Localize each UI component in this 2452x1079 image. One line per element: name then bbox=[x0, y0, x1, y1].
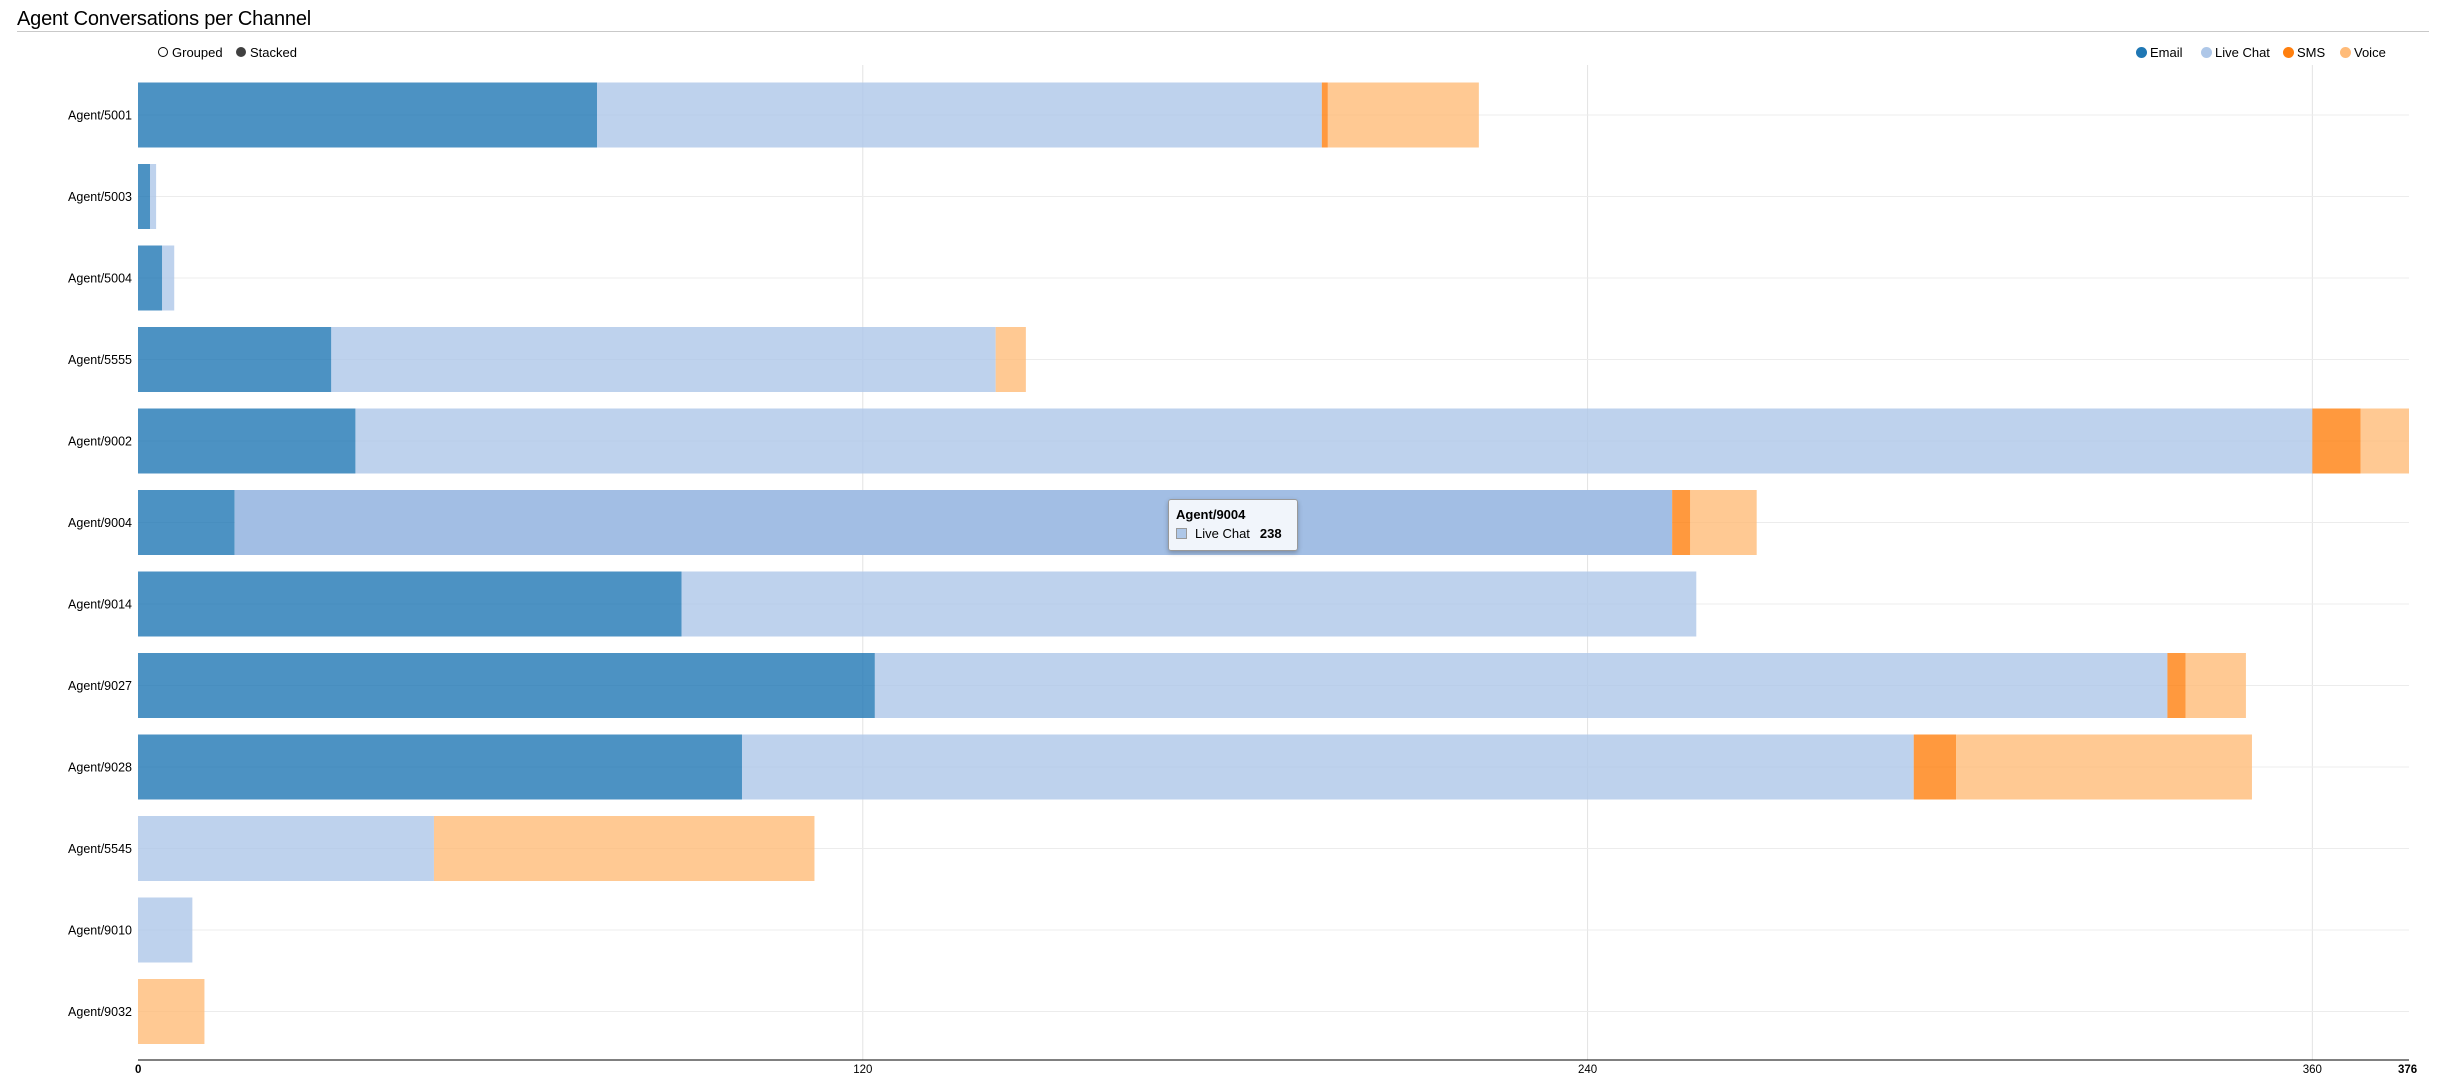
stacked-radio-label: Stacked bbox=[250, 44, 297, 60]
grouped-radio-circle-icon bbox=[158, 47, 168, 57]
bar-segment-live-chat[interactable] bbox=[138, 897, 193, 963]
bar-segment-live-chat[interactable] bbox=[234, 490, 1673, 555]
x-tick-label: 376 bbox=[2398, 1064, 2417, 1076]
bar-segment-voice[interactable] bbox=[2360, 408, 2409, 474]
x-tick-label: 120 bbox=[853, 1064, 872, 1076]
bar-segment-voice[interactable] bbox=[1690, 490, 1757, 555]
chart-title: Agent Conversations per Channel bbox=[17, 8, 311, 30]
bar-segment-sms[interactable] bbox=[1672, 490, 1691, 555]
legend-voice-label: Voice bbox=[2354, 44, 2386, 60]
bar-segment-voice[interactable] bbox=[1327, 82, 1479, 148]
tooltip-value: 238 bbox=[1259, 526, 1282, 541]
bar-segment-live-chat[interactable] bbox=[150, 164, 157, 229]
legend-sms-label: SMS bbox=[2297, 44, 2326, 60]
bar-segment-sms[interactable] bbox=[1913, 734, 1957, 800]
bar-segment-email[interactable] bbox=[138, 408, 356, 474]
y-tick-label: Agent/5545 bbox=[68, 842, 132, 856]
y-tick-label: Agent/9002 bbox=[68, 435, 132, 449]
y-tick-label: Agent/9027 bbox=[68, 679, 132, 693]
y-tick-label: Agent/9028 bbox=[68, 761, 132, 775]
y-tick-label: Agent/9010 bbox=[68, 924, 132, 938]
legend-item-sms[interactable]: SMS bbox=[2283, 44, 2325, 60]
legend-sms-dot-icon bbox=[2283, 46, 2294, 58]
legend-item-voice[interactable]: Voice bbox=[2340, 44, 2386, 60]
bar-segment-email[interactable] bbox=[138, 164, 151, 229]
y-tick-label: Agent/5555 bbox=[68, 353, 132, 367]
y-tick-label: Agent/5003 bbox=[68, 190, 132, 204]
legend-voice-dot-icon bbox=[2340, 46, 2351, 58]
y-tick-label: Agent/9014 bbox=[68, 598, 132, 612]
bar-segment-live-chat[interactable] bbox=[138, 816, 434, 881]
legend-email-dot-icon bbox=[2136, 46, 2147, 58]
grouped-radio[interactable]: Grouped bbox=[158, 44, 223, 60]
bar-segment-email[interactable] bbox=[138, 327, 332, 392]
bar-segment-live-chat[interactable] bbox=[331, 327, 996, 392]
bar-segment-live-chat[interactable] bbox=[597, 82, 1322, 148]
bar-segment-voice[interactable] bbox=[138, 979, 205, 1044]
y-tick-label: Agent/5001 bbox=[68, 109, 132, 123]
x-tick-label: 360 bbox=[2303, 1064, 2322, 1076]
legend-live-chat-label: Live Chat bbox=[2215, 44, 2270, 60]
y-tick-label: Agent/5004 bbox=[68, 272, 132, 286]
bar-segment-voice[interactable] bbox=[1956, 734, 2252, 800]
bar-segment-email[interactable] bbox=[138, 490, 235, 555]
bar-segment-live-chat[interactable] bbox=[681, 571, 1697, 637]
bar-segment-live-chat[interactable] bbox=[874, 653, 2168, 718]
bar-segment-live-chat[interactable] bbox=[162, 245, 175, 311]
x-tick-label: 240 bbox=[1578, 1064, 1597, 1076]
bar-segment-sms[interactable] bbox=[1321, 82, 1328, 148]
bar-segment-voice[interactable] bbox=[433, 816, 815, 881]
x-tick-label: 0 bbox=[135, 1064, 141, 1076]
tooltip-series: Live Chat bbox=[1195, 526, 1250, 541]
bar-segment-live-chat[interactable] bbox=[355, 408, 2313, 474]
bar-segment-email[interactable] bbox=[138, 734, 742, 800]
bar-segment-sms[interactable] bbox=[2312, 408, 2361, 474]
bar-segment-email[interactable] bbox=[138, 571, 682, 637]
stacked-radio[interactable]: Stacked bbox=[236, 44, 297, 60]
tooltip-swatch bbox=[1176, 528, 1187, 539]
title-divider bbox=[17, 31, 2429, 32]
bar-segment-email[interactable] bbox=[138, 245, 163, 311]
tooltip-title: Agent/9004 bbox=[1176, 507, 1246, 522]
bar-segment-voice[interactable] bbox=[995, 327, 1026, 392]
bar-segment-live-chat[interactable] bbox=[741, 734, 1914, 800]
bar-segment-voice[interactable] bbox=[2185, 653, 2246, 718]
bar-segment-email[interactable] bbox=[138, 653, 875, 718]
bar-segment-email[interactable] bbox=[138, 82, 598, 148]
legend-item-live-chat[interactable]: Live Chat bbox=[2201, 44, 2270, 60]
tooltip: Agent/9004 Live Chat 238 bbox=[1168, 499, 1298, 551]
legend-live-chat-dot-icon bbox=[2201, 46, 2212, 58]
y-tick-label: Agent/9004 bbox=[68, 516, 132, 530]
legend-email-label: Email bbox=[2150, 44, 2183, 60]
y-tick-label: Agent/9032 bbox=[68, 1005, 132, 1019]
bar-segment-sms[interactable] bbox=[2167, 653, 2186, 718]
stacked-radio-circle-icon bbox=[236, 47, 246, 57]
grouped-radio-label: Grouped bbox=[172, 44, 223, 60]
legend-item-email[interactable]: Email bbox=[2136, 44, 2183, 60]
